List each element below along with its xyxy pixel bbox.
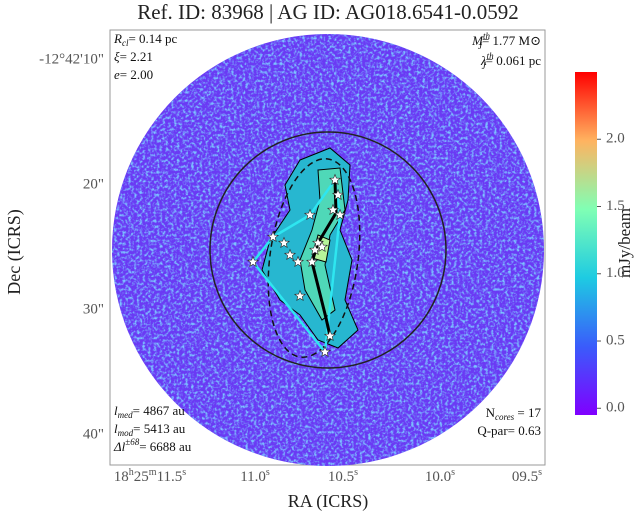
- cloud-circle: [209, 131, 447, 369]
- fit-ellipse: [267, 158, 361, 358]
- x-tick-label: 18h25m11.5s: [114, 467, 186, 486]
- annotation-text: = 5413 au: [133, 421, 186, 436]
- colorbar: [575, 72, 597, 415]
- annotation-sym: M: [471, 33, 484, 48]
- x-axis-label: RA (ICRS): [288, 491, 369, 512]
- annotation: Rcl= 0.14 pc: [113, 31, 178, 48]
- annotation-sym: λ: [480, 53, 487, 68]
- annotation-lead: N: [486, 405, 496, 420]
- core-star: [332, 188, 344, 201]
- y-tick-label: 40": [83, 426, 104, 442]
- annotation-sub: cores: [495, 412, 515, 422]
- core-star: [278, 236, 290, 249]
- core-star: [304, 208, 316, 221]
- annotation: λth J= 0.061 pc: [480, 51, 541, 71]
- annotation-text: = 2.21: [120, 49, 153, 64]
- annotation: lmod= 5413 au: [114, 421, 186, 438]
- core-star: [306, 255, 318, 268]
- annotation: e= 2.00: [114, 67, 153, 82]
- annotation-text: = 4867 au: [133, 403, 186, 418]
- annotation-sup: th: [487, 51, 495, 61]
- x-tick-label: 09.5s: [512, 467, 542, 486]
- core-star: [284, 248, 296, 261]
- chart-title: Ref. ID: 83968 | AG ID: AG018.6541-0.059…: [137, 0, 519, 24]
- annotation-text: = 0.14 pc: [128, 31, 177, 46]
- annotation-text: Q-par= 0.63: [477, 423, 541, 438]
- annotation-sym: ξ: [114, 49, 120, 64]
- annotation-text: = 2.00: [120, 67, 153, 82]
- core-star: [247, 255, 259, 268]
- y-tick-label: -12°42'10": [39, 51, 104, 67]
- cores: [247, 173, 346, 358]
- annotation: lmed= 4867 au: [114, 403, 185, 420]
- annotation-sub: J: [478, 41, 483, 51]
- core-star: [309, 243, 321, 256]
- annotation-sup: ±68: [125, 437, 139, 447]
- annotation-text: = 6688 au: [139, 439, 192, 454]
- colorbar-tick-label: 0.5: [606, 332, 625, 348]
- annotation-sub: J: [482, 61, 487, 71]
- x-tick-label: 11.0s: [240, 467, 270, 486]
- annotation-sup: th: [483, 31, 491, 41]
- colorbar-tick-label: 1.5: [606, 198, 625, 214]
- annotation-sub: med: [118, 410, 133, 420]
- core-star: [324, 329, 336, 342]
- annotation: ξ= 2.21: [114, 49, 153, 64]
- annotation-text: = 17: [514, 405, 541, 420]
- annotation: Δl±68= 6688 au: [113, 437, 192, 454]
- core-star: [316, 240, 328, 253]
- core-star: [292, 255, 304, 268]
- y-axis-label: Dec (ICRS): [4, 209, 25, 294]
- colorbar-tick-label: 1.0: [606, 265, 625, 281]
- annotation: Mth J= 1.77 M⊙: [471, 31, 541, 51]
- annotation-sym: l: [114, 403, 118, 418]
- core-star: [334, 208, 346, 221]
- core-star: [319, 345, 331, 358]
- core-star: [267, 230, 279, 243]
- annotation-text: = 0.061 pc: [486, 53, 542, 68]
- annotation-sym: l: [114, 421, 118, 436]
- annotation-sub: cl: [122, 38, 129, 48]
- annotation-sub: mod: [118, 428, 134, 438]
- colorbar-tick-label: 2.0: [606, 131, 625, 147]
- annotation: Ncores = 17: [486, 405, 542, 422]
- annotation-sym: R: [113, 31, 122, 46]
- core-star: [294, 289, 306, 302]
- annotation-sym: Δl: [113, 439, 126, 454]
- annotation-sym: e: [114, 67, 120, 82]
- x-tick-label: 10.5s: [328, 467, 358, 486]
- y-tick-label: 30": [83, 301, 104, 317]
- core-star: [327, 203, 339, 216]
- annotation: Q-par= 0.63: [477, 423, 541, 438]
- colorbar-label: mJy/beam: [615, 208, 634, 278]
- x-tick-label: 10.0s: [425, 467, 455, 486]
- annotation-text: = 1.77 M⊙: [482, 33, 541, 48]
- colorbar-tick-label: 0.0: [606, 400, 625, 416]
- y-tick-label: 20": [83, 176, 104, 192]
- core-star: [329, 173, 341, 186]
